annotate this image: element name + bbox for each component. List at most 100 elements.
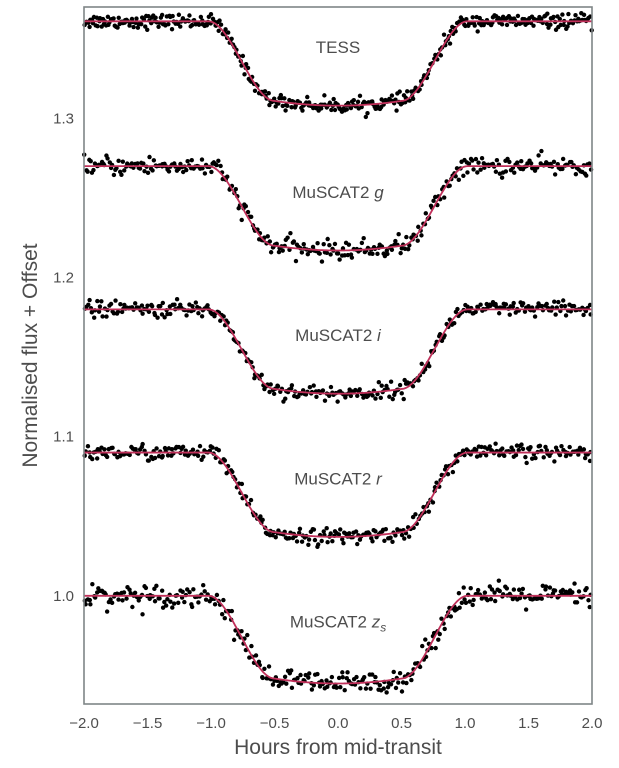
data-point [504, 586, 510, 591]
data-point [539, 303, 545, 309]
series-label: MuSCAT2 i [295, 326, 382, 345]
data-point [568, 452, 573, 457]
data-point [573, 171, 579, 177]
data-point [353, 529, 359, 534]
data-point [519, 442, 524, 447]
data-point [319, 538, 324, 544]
data-point [487, 444, 493, 449]
data-point [233, 186, 238, 192]
data-point [437, 332, 443, 337]
data-point [340, 670, 345, 675]
data-point [146, 458, 152, 463]
data-point [340, 537, 345, 542]
data-point [142, 168, 147, 174]
data-point [383, 527, 389, 532]
x-tick-label: 2.0 [582, 715, 603, 732]
data-point [169, 27, 175, 32]
data-point [159, 588, 165, 593]
data-point [362, 675, 367, 680]
data-point [127, 452, 132, 458]
data-point [297, 526, 303, 531]
data-point [409, 677, 414, 683]
data-point [122, 302, 127, 308]
data-point [573, 12, 578, 18]
data-point [170, 605, 175, 610]
series-2: MuSCAT2 i [82, 297, 593, 404]
data-point [328, 384, 334, 390]
data-point [347, 531, 352, 536]
data-point [511, 587, 517, 592]
data-point [581, 312, 586, 318]
data-point [470, 158, 475, 163]
data-point [473, 156, 479, 162]
data-point [488, 303, 493, 308]
data-point [158, 303, 163, 309]
data-point [331, 96, 336, 102]
data-point [145, 27, 150, 32]
model-line [84, 594, 592, 685]
data-point [320, 388, 326, 393]
data-point [533, 455, 538, 461]
data-point [479, 444, 484, 450]
data-point [354, 674, 359, 680]
data-point [552, 588, 558, 593]
model-line [84, 308, 592, 395]
data-point [176, 12, 182, 17]
data-point [155, 315, 160, 320]
data-point [559, 443, 564, 449]
data-point [464, 16, 469, 22]
data-point [560, 166, 565, 172]
data-point [322, 398, 328, 403]
data-point [239, 629, 244, 634]
data-point [176, 166, 181, 172]
data-point [335, 399, 340, 404]
data-point [330, 539, 335, 544]
data-point [187, 13, 192, 18]
data-point [419, 361, 424, 367]
data-point [478, 167, 483, 172]
data-point [149, 303, 155, 309]
data-point [132, 590, 138, 596]
data-point [222, 458, 228, 463]
data-point [133, 447, 138, 452]
series-label: TESS [316, 38, 360, 57]
data-point [268, 382, 273, 387]
data-point [294, 539, 300, 544]
data-point [445, 471, 451, 477]
data-point [402, 536, 407, 541]
data-point [321, 241, 326, 247]
data-point [165, 597, 170, 602]
data-point [306, 100, 312, 105]
data-point [523, 607, 529, 612]
data-point [317, 251, 322, 256]
data-point [160, 605, 166, 610]
data-point [473, 447, 479, 453]
data-point [198, 14, 204, 20]
data-point [537, 443, 543, 448]
data-point [154, 583, 159, 589]
data-point [328, 531, 333, 536]
data-point [96, 309, 102, 314]
data-point [111, 311, 117, 316]
data-point [153, 15, 158, 20]
data-point [416, 378, 421, 383]
data-point [520, 301, 526, 306]
data-point [361, 395, 366, 400]
plot-frame [83, 6, 593, 705]
data-point [289, 685, 295, 691]
data-point [285, 235, 290, 240]
data-point [87, 297, 92, 303]
data-point [147, 596, 152, 602]
data-point [327, 242, 332, 248]
data-point [381, 686, 386, 691]
data-point [165, 453, 171, 458]
data-point [494, 304, 499, 310]
data-point [461, 585, 466, 590]
data-point [338, 684, 343, 690]
data-point [463, 600, 469, 606]
data-point [119, 172, 124, 178]
data-point [135, 25, 141, 30]
data-point [370, 393, 375, 398]
data-point [556, 299, 561, 305]
data-point [447, 183, 452, 188]
